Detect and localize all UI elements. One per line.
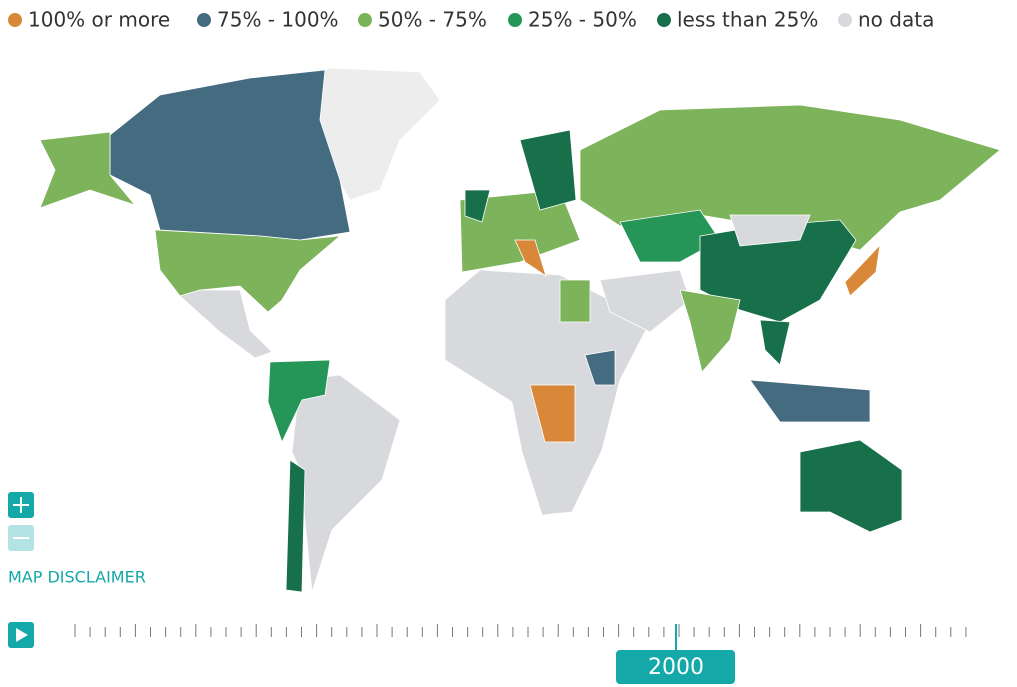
legend-swatch	[838, 13, 852, 27]
region	[464, 189, 491, 223]
world-map	[39, 67, 1001, 593]
timeline[interactable]	[74, 624, 967, 650]
region	[749, 379, 871, 423]
region	[109, 69, 351, 241]
map-disclaimer[interactable]: MAP DISCLAIMER	[8, 568, 146, 587]
legend-swatch	[8, 13, 22, 27]
region	[514, 239, 547, 277]
legend-label: no data	[858, 8, 934, 32]
region	[285, 459, 306, 593]
legend-swatch	[657, 13, 671, 27]
region	[154, 229, 342, 313]
legend-label: 50% - 75%	[378, 8, 487, 32]
legend-swatch	[508, 13, 522, 27]
region	[179, 289, 273, 359]
region	[599, 269, 691, 333]
legend-swatch	[358, 13, 372, 27]
zoom-in-icon	[13, 497, 29, 513]
region	[844, 243, 881, 297]
legend-label: 100% or more	[28, 8, 170, 32]
legend-label: 25% - 50%	[528, 8, 637, 32]
region	[584, 349, 616, 386]
region	[529, 384, 576, 443]
legend: 100% or more 75% - 100% 50% - 75% 25% - 50%…	[8, 8, 934, 32]
region	[799, 439, 903, 533]
region	[519, 129, 577, 211]
region	[559, 279, 591, 323]
region	[291, 374, 401, 593]
region	[679, 289, 741, 373]
year-label: 2000	[648, 655, 704, 680]
legend-swatch	[197, 13, 211, 27]
legend-label: 75% - 100%	[217, 8, 339, 32]
play-icon	[16, 628, 28, 642]
region	[267, 359, 331, 444]
region	[759, 319, 791, 366]
year-handle[interactable]	[616, 650, 735, 684]
legend-label: less than 25%	[677, 8, 818, 32]
region	[39, 131, 137, 209]
region	[729, 214, 811, 247]
